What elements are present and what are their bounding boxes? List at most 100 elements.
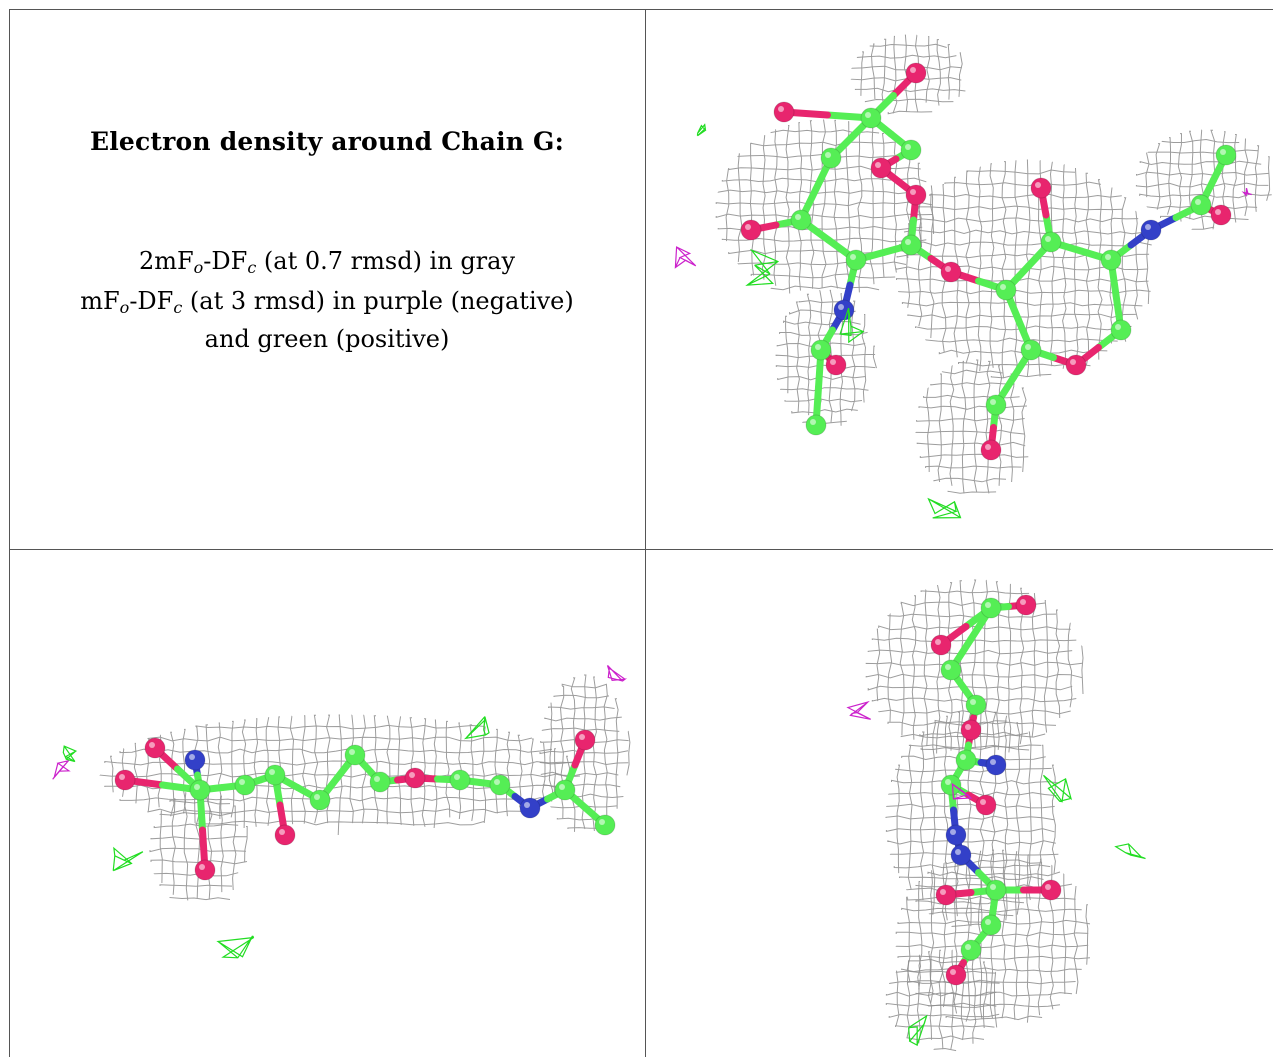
atom-highlight: [905, 239, 911, 245]
atom-highlight: [945, 266, 951, 272]
atom-highlight: [559, 784, 565, 790]
oxygen-atom: [404, 767, 426, 789]
carbon-atom: [594, 814, 616, 836]
carbon-atom: [965, 694, 987, 716]
positive-difference-cage: [839, 307, 865, 344]
atom-highlight: [579, 734, 585, 740]
carbon-atom: [955, 749, 977, 771]
nitrogen-atom: [950, 844, 972, 866]
carbon-atom: [845, 249, 867, 271]
atom-highlight: [945, 779, 951, 785]
oxygen-atom: [1040, 879, 1062, 901]
carbon-atom: [344, 744, 366, 766]
carbon-atom: [820, 147, 842, 169]
atom-highlight: [850, 254, 856, 260]
carbon-atom: [234, 774, 256, 796]
carbon-atom: [900, 234, 922, 256]
oxygen-atom: [825, 354, 847, 376]
carbon-atom: [369, 771, 391, 793]
negative-difference-cage: [1241, 187, 1252, 197]
atom-highlight: [985, 602, 991, 608]
carbon-atom: [985, 394, 1007, 416]
oxygen-atom: [1210, 204, 1232, 226]
density-mesh: [915, 359, 1029, 494]
atom-highlight: [314, 794, 320, 800]
nitrogen-atom: [985, 754, 1007, 776]
carbon-atom: [1110, 319, 1132, 341]
positive-difference-cage: [908, 1014, 928, 1047]
negative-difference-cage: [52, 759, 71, 780]
carbon-atom: [449, 769, 471, 791]
middle-border: [9, 549, 1273, 550]
atom-highlight: [875, 162, 881, 168]
atom-highlight: [1020, 599, 1026, 605]
positive-difference-cage: [1114, 843, 1146, 860]
carbon-atom: [1040, 231, 1062, 253]
oxygen-atom: [905, 184, 927, 206]
atom-highlight: [950, 969, 956, 975]
carbon-atom: [1020, 339, 1042, 361]
positive-difference-cage: [62, 745, 78, 763]
atom-highlight: [1000, 284, 1006, 290]
carbon-atom: [554, 779, 576, 801]
atom-highlight: [985, 444, 991, 450]
density-map-svg: [52, 665, 631, 959]
atom-highlight: [745, 224, 751, 230]
atom-highlight: [189, 754, 195, 760]
carbon-atom: [995, 279, 1017, 301]
atom-highlight: [1025, 344, 1031, 350]
top-border: [9, 9, 1273, 10]
density-mesh: [885, 949, 1000, 1052]
atom-highlight: [1035, 182, 1041, 188]
atom-highlight: [1145, 224, 1151, 230]
atom-highlight: [1105, 254, 1111, 260]
center-border: [645, 9, 646, 1057]
atom-highlight: [1045, 236, 1051, 242]
nitrogen-atom: [184, 749, 206, 771]
carbon-atom: [1215, 144, 1237, 166]
oxygen-atom: [975, 794, 997, 816]
atom-highlight: [494, 779, 500, 785]
atom-highlight: [1215, 209, 1221, 215]
negative-difference-cage: [951, 782, 973, 800]
oxygen-atom: [740, 219, 762, 241]
atom-highlight: [825, 152, 831, 158]
positive-difference-cage: [216, 935, 255, 959]
carbon-atom: [264, 764, 286, 786]
atom-highlight: [524, 802, 530, 808]
carbon-atom: [189, 779, 211, 801]
nitrogen-atom: [833, 299, 855, 321]
atom-highlight: [970, 699, 976, 705]
atom-highlight: [935, 639, 941, 645]
atom-highlight: [990, 759, 996, 765]
positive-difference-cage: [112, 846, 144, 872]
atom-highlight: [599, 819, 605, 825]
atom-highlight: [454, 774, 460, 780]
atom-highlight: [269, 769, 275, 775]
carbon-atom: [980, 597, 1002, 619]
carbon-atom: [860, 107, 882, 129]
oxygen-atom: [574, 729, 596, 751]
carbon-atom: [790, 209, 812, 231]
atom-highlight: [409, 772, 415, 778]
atom-highlight: [1070, 359, 1076, 365]
carbon-atom: [940, 659, 962, 681]
figure-table: Electron density around Chain G: 2mFo-DF…: [9, 9, 1273, 1057]
carbon-atom: [960, 939, 982, 961]
atom-highlight: [945, 664, 951, 670]
atom-highlight: [349, 749, 355, 755]
atom-highlight: [194, 784, 200, 790]
atom-highlight: [990, 884, 996, 890]
oxygen-atom: [935, 884, 957, 906]
density-map-svg: [846, 579, 1146, 1052]
atom-highlight: [1115, 324, 1121, 330]
atom-highlight: [815, 344, 821, 350]
atom-highlight: [960, 754, 966, 760]
density-view-bottom-right: [646, 550, 1273, 1057]
atom-highlight: [965, 724, 971, 730]
carbon-atom: [940, 774, 962, 796]
oxygen-atom: [144, 737, 166, 759]
caption-cell: Electron density around Chain G: 2mFo-DF…: [9, 9, 645, 549]
density-mesh: [149, 789, 248, 901]
negative-difference-cage: [846, 700, 871, 720]
